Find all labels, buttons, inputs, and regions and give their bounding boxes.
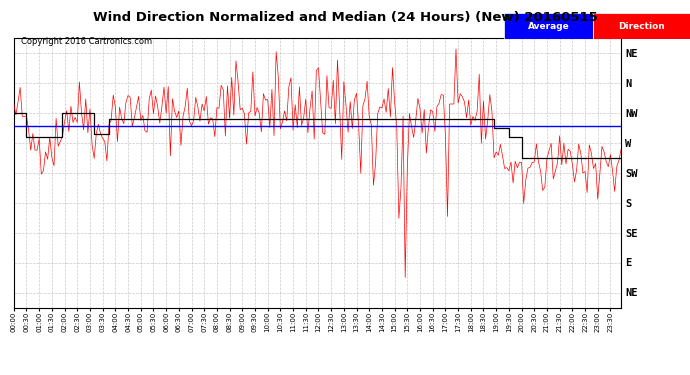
- Text: Wind Direction Normalized and Median (24 Hours) (New) 20160515: Wind Direction Normalized and Median (24…: [92, 11, 598, 24]
- Text: Copyright 2016 Cartronics.com: Copyright 2016 Cartronics.com: [21, 38, 152, 46]
- FancyBboxPatch shape: [504, 13, 593, 39]
- Text: Average: Average: [528, 22, 569, 31]
- FancyBboxPatch shape: [593, 13, 690, 39]
- Text: Direction: Direction: [618, 22, 665, 31]
